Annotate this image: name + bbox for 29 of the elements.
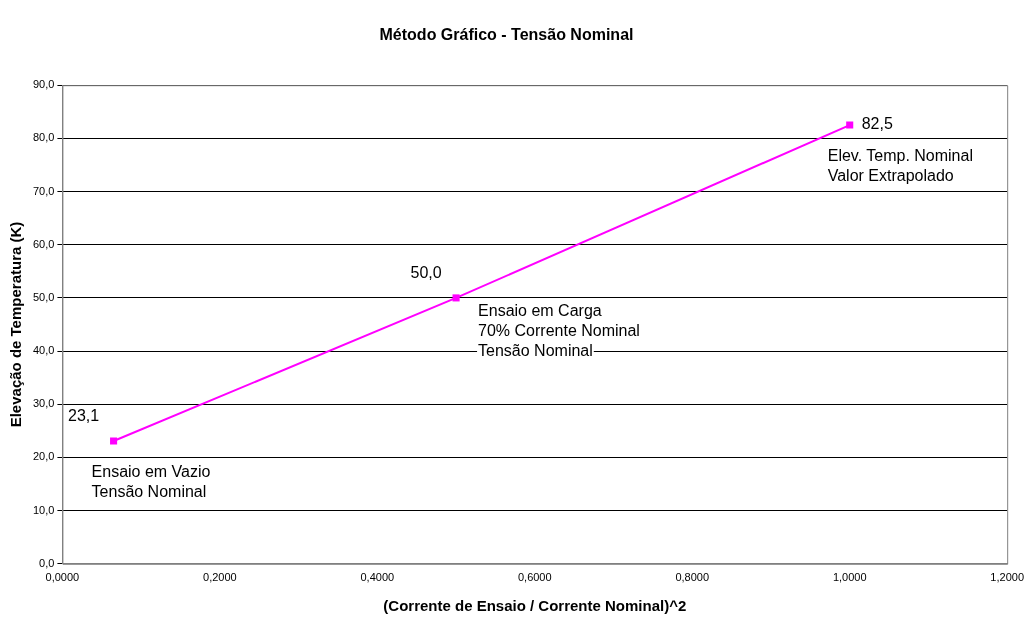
data-label: 82,5 [861, 115, 893, 133]
y-tick-label: 60,0 [32, 237, 55, 250]
point [452, 294, 460, 302]
x-tick-label: 1,0000 [832, 571, 867, 584]
annotation: Elev. Temp. Nominal Valor Extrapolado [827, 147, 973, 185]
x-tick-label: 0,6000 [517, 571, 552, 584]
y-tick-label: 30,0 [32, 397, 55, 410]
point [110, 437, 118, 445]
chart-title: Método Gráfico - Tensão Nominal [379, 26, 634, 44]
y-tick-label: 40,0 [32, 344, 55, 357]
y-tick-label: 20,0 [32, 450, 55, 463]
x-tick-label: 0,0000 [45, 571, 80, 584]
x-tick-label: 1,2000 [990, 571, 1025, 584]
x-tick-label: 0,4000 [360, 571, 395, 584]
y-tick-label: 50,0 [32, 290, 55, 303]
annotation: Ensaio em Carga 70% Corrente Nominal Tensão Nominal [478, 302, 640, 360]
data-label: 50,0 [410, 264, 442, 282]
y-tick-label: 90,0 [32, 78, 55, 91]
y-tick-label: 10,0 [32, 503, 55, 516]
x-tick-label: 0,8000 [675, 571, 710, 584]
data-label: 23,1 [68, 407, 100, 425]
x-axis-title: (Corrente de Ensaio / Corrente Nominal)^2 [383, 597, 687, 615]
y-tick-label: 70,0 [32, 184, 55, 197]
y-axis-title: Elevação de Temperatura (K) [7, 221, 25, 428]
x-tick-label: 0,2000 [203, 571, 237, 584]
y-tick-label: 80,0 [32, 131, 55, 144]
point [846, 121, 854, 129]
annotation: Ensaio em Vazio Tensão Nominal [91, 463, 211, 501]
y-tick-label: 0,0 [39, 556, 55, 569]
